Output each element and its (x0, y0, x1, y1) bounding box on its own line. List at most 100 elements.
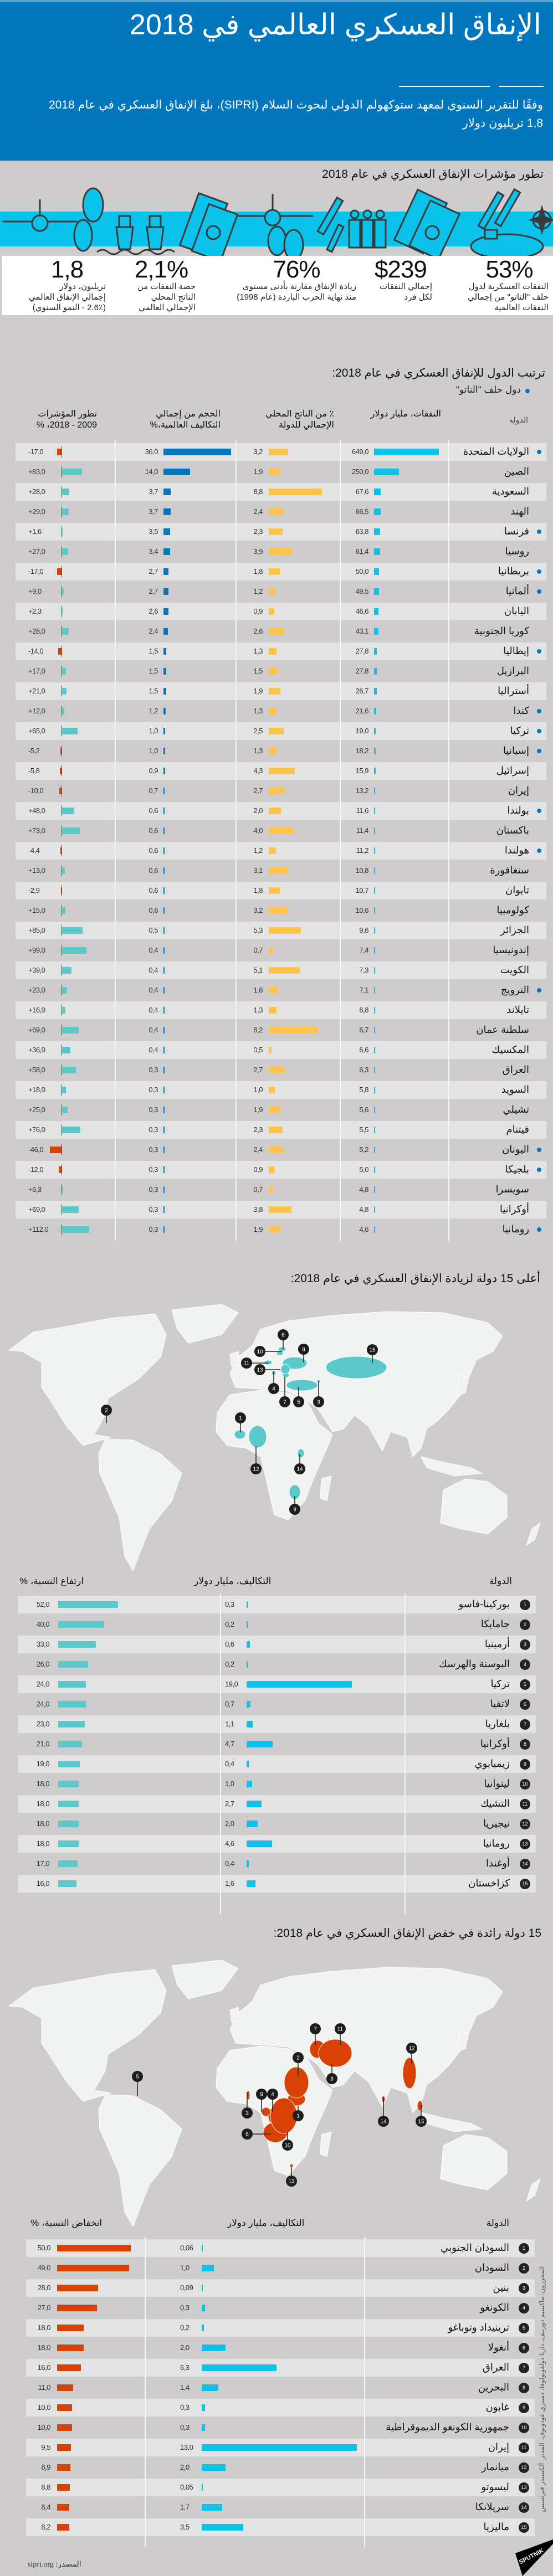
spending-value: 4,8 (359, 1205, 368, 1214)
spending-bar (374, 1166, 375, 1173)
column-divider (404, 1593, 406, 1915)
country-name: إندونيسيا (493, 944, 529, 955)
rank-badge: 10 (519, 2423, 529, 2433)
country-name: تشيلي (503, 1104, 529, 1115)
rank-badge: 14 (520, 1859, 530, 1869)
cost-value: 19,0 (225, 1680, 238, 1688)
change-value: -17,0 (28, 567, 44, 575)
share-value: 1,5 (149, 667, 158, 675)
change-value: +21,0 (28, 687, 45, 695)
decline-bar (57, 2344, 84, 2351)
growth-bar (58, 1821, 79, 1827)
spending-value: 6,8 (359, 1006, 368, 1014)
nato-member-dot (537, 589, 541, 594)
spending-value: 15,9 (355, 767, 369, 775)
highlighted-country (289, 2163, 294, 2168)
map-marker (378, 2116, 389, 2127)
share-value: 1,0 (149, 747, 158, 755)
rank-badge: 15 (519, 2522, 529, 2533)
growth-bar (62, 1047, 71, 1053)
gdp-value: 8,2 (253, 1026, 263, 1034)
map-marker (310, 2023, 321, 2034)
map-marker-number: 2 (105, 1408, 108, 1414)
country-name: النرويج (500, 984, 529, 995)
share-bar (163, 907, 165, 914)
highlighted-country (417, 2100, 423, 2111)
change-value: 28,0 (37, 2284, 51, 2292)
share-value: 0,6 (149, 886, 158, 894)
map-marker-number: 4 (271, 2092, 274, 2098)
share-bar (163, 449, 232, 455)
map-marker-number: 4 (272, 1386, 275, 1392)
gdp-bar (269, 947, 273, 954)
cost-bar (202, 2504, 222, 2511)
country-name: سنغافورة (490, 865, 529, 876)
share-value: 0,3 (149, 1086, 158, 1094)
share-value: 0,4 (149, 1046, 158, 1054)
highlighted-country (261, 2107, 271, 2117)
nato-member-dot (537, 529, 541, 534)
spending-value: 49,5 (355, 587, 369, 595)
cost-value: 0,4 (225, 1760, 234, 1768)
cost-bar (247, 1860, 249, 1867)
change-value: +99,0 (28, 946, 45, 954)
stat-label: إجمالي النفقات لكل فرد (379, 282, 432, 302)
growth-bar (62, 628, 69, 635)
change-value: 18,0 (37, 2343, 51, 2352)
rank-badge: 2 (519, 2263, 529, 2274)
spending-value: 46,6 (355, 607, 369, 615)
landmass (8, 1313, 167, 1446)
cost-bar (202, 2404, 206, 2411)
col-header-change: تطور المؤشرات 2009 - 2018، % (36, 409, 97, 430)
landmass (457, 2029, 469, 2052)
map-marker-number: 15 (369, 1348, 376, 1354)
gdp-bar (269, 728, 284, 734)
decline-bar (60, 847, 62, 854)
gdp-bar (269, 1226, 280, 1233)
spending-bar (374, 1127, 375, 1133)
col-header-share: الحجم من إجمالي التكاليف العالمية،% (150, 409, 221, 430)
map-marker-number: 3 (317, 1400, 320, 1406)
change-value: +36,0 (28, 1046, 45, 1054)
change-value: 40,0 (36, 1620, 50, 1628)
inc-header-change: ارتفاع النسبة، % (19, 1576, 84, 1586)
landmass (98, 1438, 182, 1572)
decline-bar (57, 2424, 72, 2431)
column-divider (115, 440, 116, 1241)
country-name: فرنسا (504, 526, 529, 537)
source-note: المصدر: sipri.org (28, 2560, 81, 2569)
country-name: ميانمار (481, 2461, 509, 2472)
nato-member-dot (537, 1148, 541, 1152)
gdp-value: 0,7 (253, 1185, 263, 1194)
spending-value: 5,8 (359, 1086, 368, 1094)
share-value: 0,4 (149, 946, 158, 954)
share-bar (163, 548, 170, 555)
share-bar (163, 927, 165, 934)
share-value: 2,7 (149, 567, 158, 575)
decline-bar (57, 2504, 70, 2511)
cost-bar (202, 2524, 244, 2531)
spending-value: 11,6 (356, 806, 369, 815)
stat-label: زيادة الإنفاق مقارنة بأدنى مستوى منذ نها… (237, 282, 356, 302)
spending-bar (374, 608, 379, 615)
country-name: البوسنة والهرسك (438, 1658, 510, 1669)
spending-bar (374, 628, 378, 635)
growth-bar (62, 1226, 90, 1233)
gdp-value: 0,9 (253, 1165, 263, 1174)
growth-bar (62, 728, 78, 734)
table-row-band (18, 1835, 536, 1853)
share-value: 0,6 (149, 846, 158, 855)
gdp-value: 2,4 (253, 507, 263, 516)
table-row-band (16, 603, 546, 620)
gdp-value: 1,3 (253, 647, 263, 655)
rank-badge: 6 (519, 2343, 529, 2353)
share-value: 0,5 (149, 926, 158, 934)
table-row-band (26, 2319, 535, 2337)
spending-value: 7,4 (359, 946, 368, 954)
share-bar (163, 628, 168, 635)
country-name: إسرائيل (496, 765, 529, 776)
rank-badge: 13 (519, 2482, 529, 2493)
share-value: 2,7 (149, 587, 158, 595)
cost-value: 2,0 (225, 1819, 234, 1828)
country-name: العراق (502, 1064, 529, 1075)
